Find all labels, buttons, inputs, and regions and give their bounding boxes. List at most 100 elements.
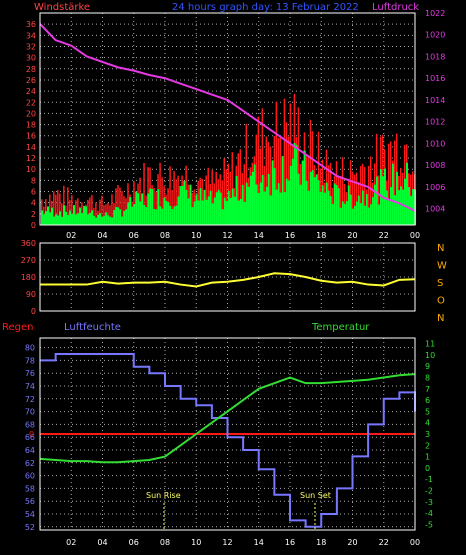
wind-avg-bar (183, 180, 186, 225)
wind-avg-bar (77, 213, 80, 225)
rain-zero-label: 0 (29, 430, 34, 439)
temperature-tick-label: -4 (425, 509, 433, 518)
wind-avg-bar (137, 193, 140, 225)
humidity-tick-label: 64 (25, 446, 35, 455)
wind-avg-bar (89, 212, 92, 225)
wind-gust-bar (277, 137, 280, 225)
wind-gust-bar (387, 143, 390, 225)
wind-avg-bar (171, 209, 174, 225)
compass-label: O (437, 296, 445, 307)
wind-avg-bar (373, 184, 376, 225)
wind-avg-bar (95, 217, 98, 225)
wind-tick-label: 28 (26, 65, 36, 74)
temperature-tick-label: 8 (425, 374, 430, 383)
wind-avg-bar (347, 185, 350, 225)
wind-avg-bar (189, 184, 192, 225)
wind-avg-bar (393, 195, 396, 225)
wind-gust-bar (77, 198, 79, 225)
wind-avg-bar (405, 162, 408, 225)
wind-avg-bar (389, 187, 392, 225)
wind-avg-bar (65, 211, 68, 225)
wind-gust-bar (275, 101, 278, 225)
wind-gust-bar (121, 191, 123, 225)
sunrise-label: Sun Rise (146, 491, 181, 500)
wind-avg-bar (143, 204, 146, 225)
wind-avg-bar (407, 187, 410, 225)
wind-gust-bar (207, 167, 209, 225)
wind-gust-bar (57, 189, 59, 225)
wind-gust-bar (53, 191, 55, 225)
wind-avg-bar (51, 207, 54, 225)
humidity-line (40, 353, 416, 528)
wind-avg-bar (213, 197, 216, 225)
wind-tick-label: 22 (26, 98, 36, 107)
wind-avg-bar (127, 202, 130, 225)
time-tick-label: 20 (347, 538, 357, 547)
wind-tick-label: 6 (31, 188, 36, 197)
time-tick-label: 22 (379, 538, 389, 547)
temperature-tick-label: 1 (425, 453, 430, 462)
wind-avg-bar (279, 192, 282, 225)
time-tick-label: 20 (347, 231, 357, 240)
wind-avg-bar (217, 189, 220, 225)
wind-avg-bar (357, 195, 360, 225)
wind-avg-bar (107, 215, 110, 225)
wind-avg-bar (79, 207, 82, 225)
wind-avg-bar (311, 170, 314, 225)
humidity-temperature-panel: Regen Luftfeuchte Temperatur 0 Sun Rise … (2, 322, 435, 547)
wind-avg-bar (173, 206, 176, 225)
wind-avg-bar (221, 209, 224, 225)
chart-title: 24 hours graph day: 13 Februar 2022 (172, 2, 359, 13)
wind-avg-bar (283, 192, 286, 225)
wind-gust-bar (171, 189, 173, 225)
temperature-tick-label: 7 (425, 385, 430, 394)
wind-avg-bar (195, 194, 198, 225)
wind-gust-bar (103, 205, 105, 225)
wind-gust-bar (75, 200, 77, 225)
wind-avg-bar (175, 205, 178, 225)
wind-gust-bar (71, 195, 73, 225)
wind-gust-bar (67, 187, 69, 225)
wind-avg-bar (67, 215, 70, 225)
wind-tick-label: 34 (26, 31, 36, 40)
direction-tick-label: 0 (31, 307, 36, 316)
wind-avg-bar (225, 200, 228, 225)
wind-avg-bar (243, 201, 246, 225)
wind-avg-bar (43, 214, 46, 225)
time-tick-label: 00 (410, 538, 420, 547)
wind-avg-bar (275, 189, 278, 225)
wind-avg-bar (59, 211, 62, 225)
wind-avg-bar (121, 216, 124, 225)
wind-avg-bar (299, 184, 302, 225)
wind-avg-bar (331, 203, 334, 225)
wind-gust-bar (339, 175, 342, 225)
wind-gust-bar (155, 191, 157, 225)
humidity-tick-label: 54 (25, 510, 35, 519)
wind-avg-bar (123, 210, 126, 225)
wind-avg-bar (129, 197, 132, 225)
wind-avg-bar (339, 207, 342, 225)
direction-tick-label: 180 (21, 273, 36, 282)
compass-label: W (437, 261, 447, 272)
wind-gust-bar (389, 141, 392, 225)
wind-pressure-panel: 0246810121416182022242628303234361004100… (26, 9, 446, 240)
wind-gust-bar (225, 169, 227, 225)
wind-gust-bar (341, 157, 344, 225)
wind-gust-bar (265, 136, 268, 225)
pressure-tick-label: 1006 (425, 183, 445, 192)
wind-avg-bar (131, 206, 134, 225)
wind-avg-bar (55, 214, 58, 225)
wind-avg-bar (257, 192, 260, 225)
wind-avg-bar (309, 171, 312, 225)
wind-avg-bar (199, 188, 202, 225)
wind-avg-bar (323, 192, 326, 225)
wind-avg-bar (233, 196, 236, 225)
wind-avg-bar (227, 190, 230, 225)
wind-tick-label: 26 (26, 76, 36, 85)
wind-avg-bar (167, 202, 170, 225)
wind-gust-bar (111, 194, 113, 225)
wind-avg-bar (399, 186, 402, 225)
wind-avg-bar (301, 160, 304, 225)
wind-tick-label: 16 (26, 132, 36, 141)
